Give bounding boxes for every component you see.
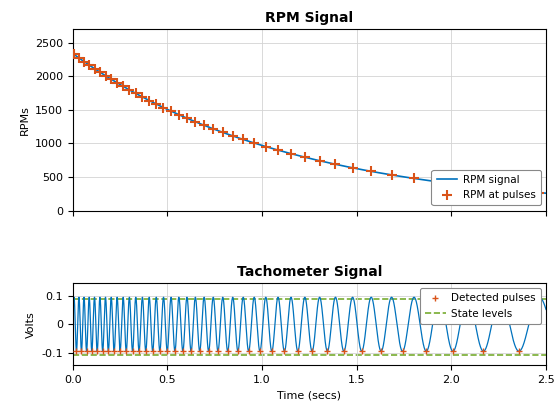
Detected pulses (123, 349, 129, 354)
RPM at pulses (240, 137, 246, 142)
Detected pulses (295, 349, 301, 354)
Detected pulses (245, 349, 252, 354)
Detected pulses (206, 349, 212, 354)
Line: RPM at pulses: RPM at pulses (69, 50, 544, 197)
Detected pulses (179, 349, 186, 354)
RPM at pulses (192, 119, 199, 124)
Detected pulses (516, 349, 522, 354)
RPM at pulses (96, 70, 103, 75)
Legend: RPM signal, RPM at pulses: RPM signal, RPM at pulses (431, 170, 541, 205)
Detected pulses (150, 349, 156, 354)
RPM signal (543, 191, 549, 196)
RPM at pulses (274, 147, 281, 152)
Detected pulses (256, 349, 263, 354)
Detected pulses (117, 349, 124, 354)
Detected pulses (378, 349, 385, 354)
RPM at pulses (81, 59, 87, 64)
Detected pulses (78, 349, 85, 354)
Detected pulses (423, 349, 430, 354)
Y-axis label: Volts: Volts (26, 311, 36, 338)
Title: Tachometer Signal: Tachometer Signal (237, 265, 382, 279)
Detected pulses (88, 349, 95, 354)
Detected pulses (309, 349, 315, 354)
RPM at pulses (388, 172, 395, 177)
RPM at pulses (263, 144, 269, 149)
Detected pulses (235, 349, 241, 354)
RPM at pulses (301, 155, 308, 160)
RPM at pulses (349, 165, 356, 171)
RPM at pulses (220, 130, 226, 135)
Y-axis label: RPMs: RPMs (20, 105, 29, 135)
Detected pulses (214, 349, 221, 354)
Detected pulses (340, 349, 347, 354)
Detected pulses (94, 349, 101, 354)
RPM at pulses (91, 66, 98, 71)
RPM at pulses (368, 169, 375, 174)
RPM at pulses (316, 158, 323, 163)
RPM signal (446, 181, 452, 186)
RPM at pulses (251, 140, 258, 145)
Detected pulses (111, 349, 118, 354)
RPM at pulses (102, 73, 109, 78)
RPM at pulses (175, 112, 182, 117)
Detected pulses (136, 349, 142, 354)
RPM signal (349, 165, 356, 171)
RPM at pulses (120, 84, 127, 89)
Line: Detected pulses: Detected pulses (73, 348, 522, 354)
Detected pulses (324, 349, 331, 354)
Detected pulses (83, 349, 90, 354)
Detected pulses (129, 349, 136, 354)
RPM at pulses (153, 102, 160, 107)
Detected pulses (188, 349, 194, 354)
RPM signal (420, 177, 427, 182)
RPM at pulses (126, 87, 133, 92)
Detected pulses (156, 349, 163, 354)
Line: RPM signal: RPM signal (73, 54, 546, 193)
Detected pulses (105, 349, 111, 354)
Detected pulses (73, 349, 80, 354)
Detected pulses (358, 349, 365, 354)
RPM at pulses (464, 183, 471, 188)
Detected pulses (99, 349, 106, 354)
RPM at pulses (410, 176, 417, 181)
RPM at pulses (71, 52, 77, 57)
State levels (259, 296, 265, 301)
Detected pulses (399, 349, 406, 354)
Detected pulses (281, 349, 288, 354)
RPM at pulses (146, 98, 152, 103)
RPM at pulses (201, 123, 208, 128)
Detected pulses (197, 349, 203, 354)
Title: RPM Signal: RPM Signal (265, 11, 353, 26)
X-axis label: Time (secs): Time (secs) (277, 391, 342, 401)
RPM at pulses (108, 77, 115, 82)
RPM signal (241, 137, 248, 142)
RPM at pulses (160, 105, 167, 110)
RPM at pulses (210, 126, 217, 131)
RPM at pulses (497, 186, 504, 192)
Detected pulses (142, 349, 149, 354)
RPM at pulses (133, 91, 139, 96)
RPM at pulses (230, 134, 236, 139)
State levels (69, 296, 76, 301)
RPM at pulses (114, 80, 120, 85)
RPM at pulses (536, 190, 543, 195)
RPM at pulses (76, 55, 82, 60)
Detected pulses (171, 349, 178, 354)
RPM at pulses (288, 151, 295, 156)
Detected pulses (268, 349, 275, 354)
Legend: Detected pulses, State levels: Detected pulses, State levels (419, 288, 541, 324)
RPM signal (93, 68, 100, 73)
RPM at pulses (332, 162, 339, 167)
RPM at pulses (86, 63, 92, 68)
RPM at pulses (139, 94, 146, 100)
RPM signal (69, 51, 76, 56)
RPM at pulses (167, 109, 174, 114)
Detected pulses (225, 349, 231, 354)
Detected pulses (450, 349, 456, 354)
Detected pulses (480, 349, 487, 354)
RPM signal (370, 169, 377, 174)
RPM at pulses (184, 116, 190, 121)
Detected pulses (164, 349, 171, 354)
RPM at pulses (436, 179, 442, 184)
